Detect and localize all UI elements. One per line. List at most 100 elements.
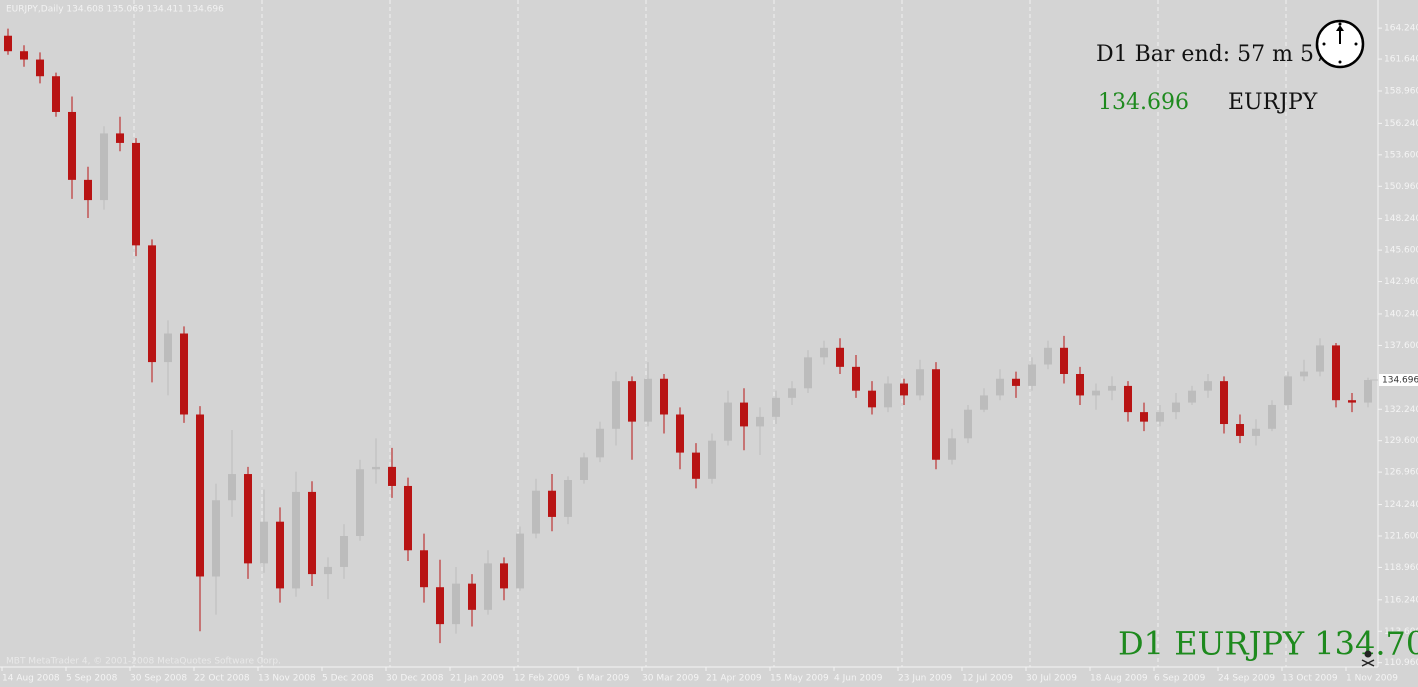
clock-icon <box>1315 19 1365 69</box>
candle-body <box>52 76 60 112</box>
candle-body <box>196 414 204 577</box>
candle-body <box>1044 347 1052 365</box>
candle-body <box>1028 364 1036 386</box>
x-tick-label: 13 Nov 2008 <box>258 674 316 684</box>
candle-body <box>1364 379 1372 403</box>
candle-body <box>148 245 156 363</box>
x-tick-label: 23 Jun 2009 <box>898 674 952 684</box>
candle-body <box>692 452 700 479</box>
candle-body <box>452 583 460 625</box>
candle-body <box>1172 402 1180 413</box>
y-tick-label: 150.960 <box>1384 182 1418 192</box>
candle-body <box>1332 345 1340 401</box>
y-tick-label: 161.640 <box>1384 55 1418 65</box>
x-tick-label: 1 Nov 2009 <box>1346 674 1398 684</box>
candle-body <box>1300 371 1308 377</box>
y-tick-label: 148.240 <box>1384 214 1418 224</box>
candle-body <box>1316 345 1324 372</box>
candle-body <box>740 402 748 427</box>
candle-body <box>980 395 988 410</box>
y-tick-label: 121.600 <box>1384 531 1418 541</box>
candle-body <box>388 466 396 486</box>
candle-body <box>180 333 188 415</box>
candle-body <box>1156 412 1164 422</box>
candle-body <box>724 402 732 441</box>
bar-timer: D1 Bar end: 57 m 57 s <box>1096 42 1346 67</box>
candle-body <box>628 381 636 422</box>
candle-body <box>164 333 172 363</box>
candle-body <box>820 347 828 358</box>
last-price-box <box>1379 373 1418 386</box>
candle-body <box>84 179 92 201</box>
skull-icon <box>1361 650 1375 667</box>
y-tick-label: 110.960 <box>1384 658 1418 668</box>
candle-body <box>20 51 28 60</box>
candle-body <box>932 369 940 460</box>
x-tick-label: 5 Dec 2008 <box>322 674 374 684</box>
copyright: MBT MetaTrader 4, © 2001-2008 MetaQuotes… <box>6 657 281 667</box>
candle-body <box>772 397 780 417</box>
x-tick-label: 6 Sep 2009 <box>1154 674 1206 684</box>
x-tick-label: 18 Aug 2009 <box>1090 674 1148 684</box>
y-tick-label: 113.600 <box>1384 627 1418 637</box>
candle-body <box>260 521 268 564</box>
candle-body <box>580 457 588 481</box>
y-tick-label: 126.960 <box>1384 468 1418 478</box>
candle-body <box>1124 385 1132 413</box>
candle-body <box>244 474 252 564</box>
candle-body <box>1140 412 1148 422</box>
candle-body <box>756 416 764 427</box>
x-tick-label: 30 Mar 2009 <box>642 674 699 684</box>
x-tick-label: 14 Aug 2008 <box>2 674 60 684</box>
x-tick-label: 30 Sep 2008 <box>130 674 187 684</box>
chart-header: EURJPY,Daily 134.608 135.069 134.411 134… <box>6 5 224 15</box>
x-tick-label: 12 Jul 2009 <box>962 674 1013 684</box>
y-tick-label: 118.960 <box>1384 563 1418 573</box>
candle-body <box>852 366 860 391</box>
candle-body <box>836 347 844 367</box>
y-tick-label: 140.240 <box>1384 309 1418 319</box>
candle-body <box>1204 381 1212 391</box>
candle-body <box>292 491 300 589</box>
candle-body <box>100 133 108 201</box>
info-price: 134.696 <box>1098 90 1189 115</box>
y-tick-label: 137.600 <box>1384 341 1418 351</box>
candle-body <box>868 390 876 408</box>
candle-body <box>4 35 12 52</box>
candle-body <box>900 383 908 396</box>
y-tick-label: 164.240 <box>1384 24 1418 34</box>
candle-body <box>436 587 444 625</box>
y-tick-label: 153.600 <box>1384 150 1418 160</box>
candle-body <box>132 142 140 246</box>
candle-body <box>532 490 540 534</box>
x-tick-label: 5 Sep 2008 <box>66 674 118 684</box>
candle-body <box>1012 378 1020 386</box>
candle-body <box>1076 373 1084 396</box>
x-tick-label: 15 May 2009 <box>770 674 829 684</box>
candle-body <box>612 381 620 429</box>
x-tick-label: 21 Apr 2009 <box>706 674 762 684</box>
candle-body <box>228 474 236 501</box>
candle-body <box>548 490 556 517</box>
x-tick-label: 4 Jun 2009 <box>834 674 883 684</box>
candle-body <box>1188 390 1196 403</box>
candle-body <box>1108 385 1116 391</box>
candle-body <box>36 59 44 77</box>
candle-body <box>916 369 924 396</box>
candle-body <box>964 409 972 439</box>
candle-body <box>372 466 380 470</box>
candle-body <box>564 480 572 517</box>
x-tick-label: 22 Oct 2008 <box>194 674 250 684</box>
candle-body <box>644 378 652 422</box>
x-tick-label: 21 Jan 2009 <box>450 674 504 684</box>
candle-body <box>1220 381 1228 425</box>
y-tick-label: 132.240 <box>1384 405 1418 415</box>
candle-body <box>276 521 284 589</box>
y-tick-label: 129.600 <box>1384 436 1418 446</box>
candle-body <box>212 500 220 577</box>
candle-body <box>1268 404 1276 429</box>
y-tick-label: 142.960 <box>1384 277 1418 287</box>
y-tick-label: 156.240 <box>1384 119 1418 129</box>
